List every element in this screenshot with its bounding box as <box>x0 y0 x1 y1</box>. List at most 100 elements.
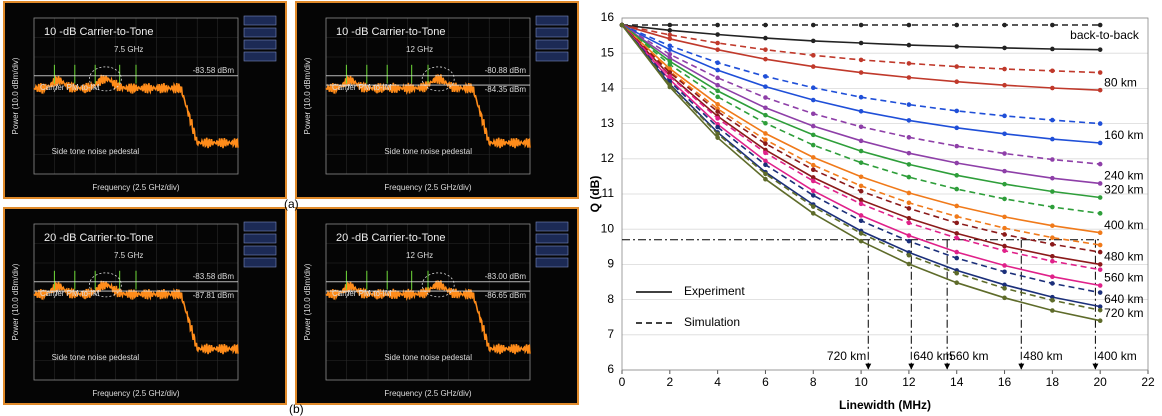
menu-button <box>536 28 568 37</box>
menu-button <box>244 28 276 37</box>
panel-title: 10 -dB Carrier-to-Tone <box>44 26 153 38</box>
experiment-point <box>811 211 816 216</box>
pedestal-note: Side tone noise pedestal <box>52 353 140 362</box>
caption: (a) <box>284 197 299 211</box>
x-axis-label: Frequency (2.5 GHz/div) <box>92 389 179 398</box>
menu-button <box>536 246 568 255</box>
experiment-point <box>1002 263 1007 268</box>
experiment-point <box>1098 195 1103 200</box>
experiment-point <box>907 75 912 80</box>
x-tick-label: 10 <box>854 375 868 389</box>
x-tick-label: 6 <box>762 375 769 389</box>
experiment-point <box>1050 274 1055 279</box>
simulation-point <box>954 187 959 192</box>
experiment-point <box>763 113 768 118</box>
series-label: 320 km <box>1104 183 1143 197</box>
experiment-point <box>1098 141 1103 146</box>
experiment-point <box>1098 181 1103 186</box>
panel-title: 20 -dB Carrier-to-Tone <box>336 232 445 244</box>
experiment-point <box>1098 318 1103 323</box>
experiment-point <box>811 133 816 138</box>
legend-label: Experiment <box>684 284 745 298</box>
simulation-point <box>907 135 912 140</box>
simulation-point <box>1002 269 1007 274</box>
experiment-point <box>668 85 673 90</box>
simulation-point <box>1098 162 1103 167</box>
simulation-point <box>763 141 768 146</box>
x-tick-label: 0 <box>619 375 626 389</box>
experiment-point <box>1098 283 1103 288</box>
experiment-point <box>1098 88 1103 93</box>
experiment-point <box>954 126 959 131</box>
level-label: -83.00 dBm <box>485 272 527 281</box>
experiment-point <box>763 177 768 182</box>
simulation-point <box>811 143 816 148</box>
menu-button <box>244 40 276 49</box>
experiment-point <box>1002 83 1007 88</box>
experiment-point <box>1002 132 1007 137</box>
menu-button <box>536 52 568 61</box>
simulation-point <box>811 163 816 168</box>
experiment-point <box>954 250 959 255</box>
simulation-point <box>715 125 720 130</box>
simulation-point <box>1050 205 1055 210</box>
experiment-point <box>1098 230 1103 235</box>
experiment-point <box>954 280 959 285</box>
legend-label: Simulation <box>684 315 740 329</box>
y-tick-label: 15 <box>601 45 615 59</box>
experiment-point <box>1002 244 1007 249</box>
experiment-point <box>1050 86 1055 91</box>
experiment-point <box>859 149 864 154</box>
experiment-point <box>811 189 816 194</box>
panel-title: 20 -dB Carrier-to-Tone <box>44 232 153 244</box>
simulation-point <box>1098 70 1103 75</box>
y-axis-label: Q (dB) <box>588 176 602 213</box>
simulation-point <box>954 109 959 114</box>
simulation-point <box>763 151 768 156</box>
simulation-point <box>954 144 959 149</box>
simulation-point <box>1098 243 1103 248</box>
experiment-point <box>763 105 768 110</box>
series-label: 240 km <box>1104 169 1143 183</box>
y-tick-label: 11 <box>602 186 615 200</box>
simulation-point <box>859 202 864 207</box>
experiment-point <box>763 84 768 89</box>
experiment-point <box>715 135 720 140</box>
experiment-point <box>907 233 912 238</box>
simulation-point <box>1098 267 1103 272</box>
simulation-point <box>763 162 768 167</box>
simulation-point <box>954 64 959 69</box>
experiment-point <box>1002 296 1007 301</box>
simulation-point <box>859 95 864 100</box>
frequency-label: 7.5 GHz <box>114 251 143 260</box>
menu-button <box>536 16 568 25</box>
simulation-point <box>1002 286 1007 291</box>
simulation-point <box>1002 151 1007 156</box>
simulation-point <box>1098 290 1103 295</box>
y-tick-label: 16 <box>601 10 615 24</box>
y-tick-label: 10 <box>601 221 615 235</box>
experiment-point <box>907 162 912 167</box>
simulation-point <box>811 85 816 90</box>
simulation-point <box>715 60 720 65</box>
pedestal-note: Side tone noise pedestal <box>384 353 472 362</box>
experiment-point <box>907 43 912 48</box>
experiment-line <box>622 25 1100 321</box>
experiment-line <box>622 25 1100 286</box>
experiment-point <box>859 239 864 244</box>
experiment-point <box>859 70 864 75</box>
simulation-point <box>907 206 912 211</box>
experiment-point <box>668 59 673 64</box>
series-label: 640 km <box>1104 292 1143 306</box>
experiment-point <box>715 32 720 37</box>
simulation-point <box>907 61 912 66</box>
y-tick-label: 14 <box>601 81 615 95</box>
simulation-line <box>622 25 1100 310</box>
experiment-point <box>668 36 673 41</box>
menu-button <box>244 222 276 231</box>
simulation-point <box>1002 248 1007 253</box>
experiment-point <box>1050 223 1055 228</box>
series-label: back-to-back <box>1070 28 1140 42</box>
experiment-point <box>1002 169 1007 174</box>
level-label: -87.81 dBm <box>193 291 235 300</box>
